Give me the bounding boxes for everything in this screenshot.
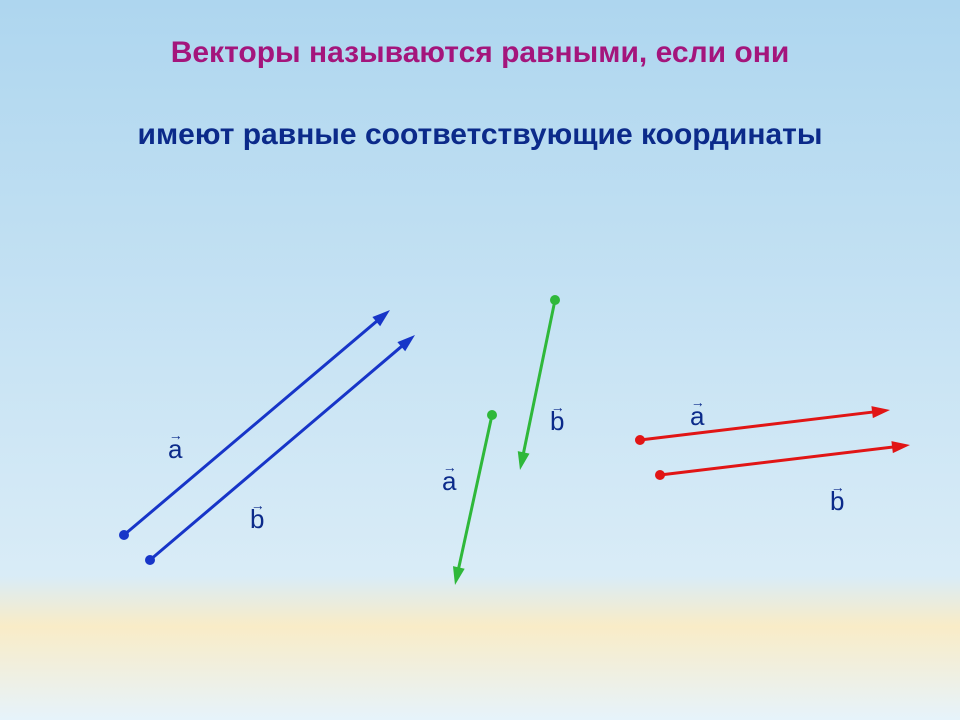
vector-label-red-pair-a: →a [690,395,704,429]
slide-title-line1: Векторы называются равными, если они [0,36,960,70]
slide-stage: Векторы называются равными, если они име… [0,0,960,720]
green-a [457,415,492,576]
vector-label-letter: a [168,436,182,462]
vector-label-letter: a [442,468,456,494]
red-a-origin-dot [635,435,645,445]
red-b [660,446,901,475]
red-a [640,411,881,440]
green-a-arrowhead [453,566,465,585]
vector-label-letter: b [550,408,564,434]
red-b-arrowhead [891,441,910,453]
vector-diagram [0,0,960,720]
blue-b [150,341,408,560]
blue-b-origin-dot [145,555,155,565]
green-a-origin-dot [487,410,497,420]
red-a-arrowhead [871,406,890,418]
vector-label-green-pair-a: →a [442,460,456,494]
red-b-origin-dot [655,470,665,480]
vector-label-letter: b [250,506,264,532]
vector-label-blue-pair-b: →b [250,498,264,532]
green-b-arrowhead [518,451,530,470]
vector-label-blue-pair-a: →a [168,428,182,462]
vector-label-letter: b [830,488,844,514]
vector-label-letter: a [690,403,704,429]
slide-title-line2: имеют равные соответствующие координаты [0,118,960,152]
green-b-origin-dot [550,295,560,305]
vector-label-red-pair-b: →b [830,480,844,514]
blue-a-origin-dot [119,530,129,540]
vector-label-green-pair-b: →b [550,400,564,434]
green-b [522,300,555,461]
